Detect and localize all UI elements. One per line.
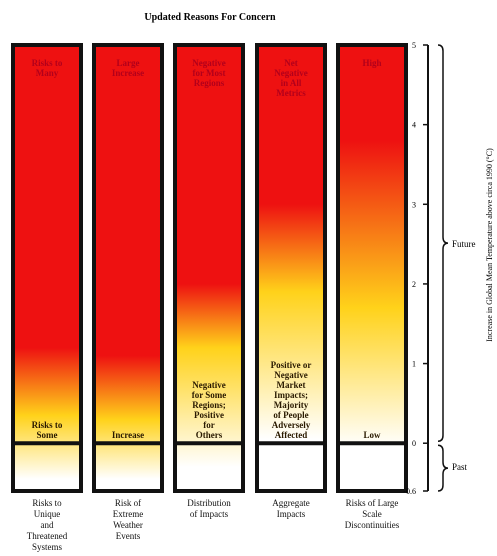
y-tick-label: -0.6 bbox=[403, 487, 416, 496]
category-label-2: Risk of Extreme Weather Events bbox=[113, 498, 144, 541]
bar-1-low-label: Risks to Some bbox=[32, 420, 63, 440]
bar-5-low-label: Low bbox=[363, 430, 381, 440]
bar-2-fill bbox=[92, 43, 164, 493]
bar-5-fill bbox=[336, 43, 408, 493]
bar-1-top-label: Risks to Many bbox=[32, 58, 63, 78]
chart-title: Updated Reasons For Concern bbox=[144, 12, 276, 23]
bars-layer: Risks to Many Risks to Some Large Increase Inc… bbox=[11, 43, 408, 493]
y-tick-label: 1 bbox=[412, 360, 416, 369]
bar-3-top-label: Negative for Most Regions bbox=[192, 58, 226, 88]
past-brace bbox=[437, 444, 449, 492]
bar-3-low-label: Negative for Some Regions; Positive for Other… bbox=[192, 380, 227, 440]
category-labels: Risks to Unique and Threatened Systems Risk o… bbox=[27, 498, 400, 552]
category-label-5: Risks of Large Scale Discontinuities bbox=[345, 498, 400, 530]
bar-4-fill bbox=[255, 43, 327, 493]
y-tick-label: 2 bbox=[412, 280, 416, 289]
future-brace bbox=[437, 44, 449, 442]
y-axis: 5 4 3 2 1 0 -0.6 Future Past Increase in Global M… bbox=[403, 41, 494, 496]
bar-4-top-label: Net Negative in All Metrics bbox=[274, 58, 308, 98]
category-label-1: Risks to Unique and Threatened Systems bbox=[27, 498, 68, 552]
past-label: Past bbox=[452, 462, 468, 472]
future-label: Future bbox=[452, 239, 476, 249]
y-tick-label: 3 bbox=[412, 200, 416, 209]
category-label-3: Distribution of Impacts bbox=[187, 498, 231, 519]
y-tick-label: 4 bbox=[412, 121, 416, 130]
bar-2: Large Increase Increase bbox=[92, 43, 164, 493]
bar-3: Negative for Most Regions Negative for Some R… bbox=[173, 43, 245, 493]
bar-1: Risks to Many Risks to Some bbox=[11, 43, 83, 493]
bar-2-top-label: Large Increase bbox=[112, 58, 144, 78]
bar-1-fill bbox=[11, 43, 83, 493]
bar-3-fill bbox=[173, 43, 245, 493]
bar-4-low-label: Positive or Negative Market Impacts; Majorit… bbox=[271, 360, 312, 440]
bar-5: High Low bbox=[336, 43, 408, 493]
bar-2-low-label: Increase bbox=[112, 430, 144, 440]
bar-4: Net Negative in All Metrics Positive or Negat… bbox=[255, 43, 327, 493]
y-axis-label: Increase in Global Mean Temperature abov… bbox=[485, 148, 494, 342]
bar-5-top-label: High bbox=[362, 58, 381, 68]
y-tick-label: 0 bbox=[412, 439, 416, 448]
category-label-4: Aggregate Impacts bbox=[272, 498, 309, 519]
y-tick-label: 5 bbox=[412, 41, 416, 50]
